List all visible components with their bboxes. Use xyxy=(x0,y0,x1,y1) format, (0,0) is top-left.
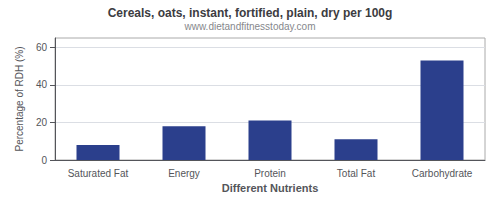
svg-text:0: 0 xyxy=(41,155,47,166)
svg-text:Protein: Protein xyxy=(254,168,286,179)
svg-text:Energy: Energy xyxy=(168,168,200,179)
svg-text:www.dietandfitnesstoday.com: www.dietandfitnesstoday.com xyxy=(184,21,316,32)
svg-text:Different Nutrients: Different Nutrients xyxy=(222,182,319,194)
svg-text:Percentage of RDH (%): Percentage of RDH (%) xyxy=(14,46,25,151)
svg-text:40: 40 xyxy=(36,79,48,90)
svg-text:Saturated Fat: Saturated Fat xyxy=(68,168,129,179)
svg-text:20: 20 xyxy=(36,117,48,128)
svg-text:Carbohydrate: Carbohydrate xyxy=(412,168,473,179)
svg-text:60: 60 xyxy=(36,42,48,53)
svg-text:Total Fat: Total Fat xyxy=(337,168,376,179)
svg-text:Cereals, oats, instant, fortif: Cereals, oats, instant, fortified, plain… xyxy=(108,6,393,20)
